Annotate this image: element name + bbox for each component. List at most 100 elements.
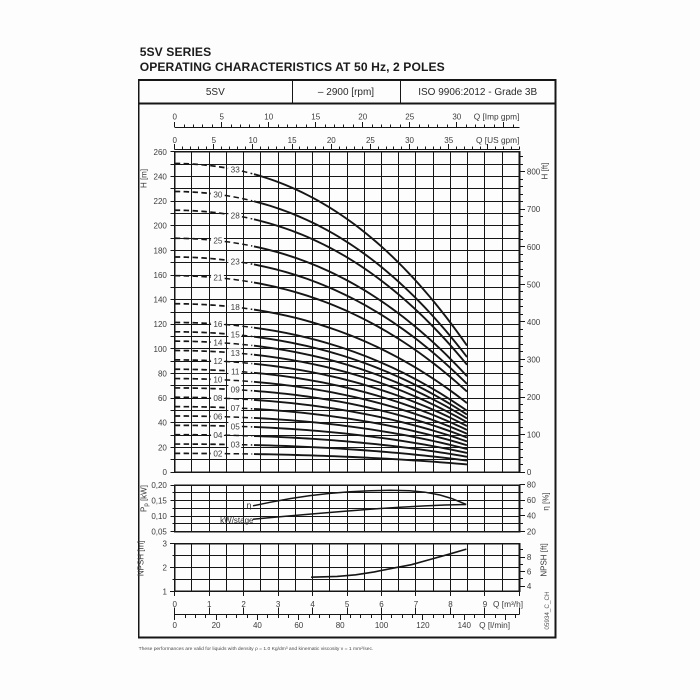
- svg-text:08: 08: [213, 394, 223, 403]
- svg-text:400: 400: [527, 318, 541, 327]
- svg-text:3: 3: [162, 540, 167, 549]
- svg-text:30: 30: [405, 136, 414, 145]
- svg-text:500: 500: [527, 280, 541, 289]
- svg-text:28: 28: [231, 211, 241, 220]
- svg-text:Q [m³/h]: Q [m³/h]: [493, 599, 523, 609]
- svg-text:0: 0: [172, 136, 177, 145]
- svg-text:25: 25: [213, 237, 223, 246]
- svg-text:11: 11: [231, 367, 240, 376]
- svg-text:2: 2: [162, 564, 167, 573]
- svg-text:35: 35: [444, 136, 453, 145]
- svg-text:0: 0: [172, 621, 177, 630]
- svg-text:13: 13: [231, 349, 241, 358]
- svg-text:H [ft]: H [ft]: [541, 163, 550, 180]
- svg-text:1: 1: [162, 587, 167, 596]
- svg-text:60: 60: [527, 496, 536, 505]
- svg-text:0,05: 0,05: [151, 528, 167, 537]
- svg-text:η [%]: η [%]: [542, 492, 551, 510]
- svg-text:240: 240: [154, 172, 168, 181]
- svg-text:7: 7: [414, 600, 419, 609]
- svg-text:800: 800: [527, 168, 541, 177]
- svg-text:30: 30: [213, 190, 223, 199]
- svg-text:15: 15: [311, 112, 320, 121]
- svg-text:10: 10: [249, 136, 258, 145]
- svg-text:6: 6: [527, 568, 532, 577]
- svg-text:Q [Imp gpm]: Q [Imp gpm]: [474, 111, 520, 121]
- svg-text:5: 5: [219, 112, 224, 121]
- svg-text:05: 05: [231, 422, 241, 431]
- svg-text:9: 9: [483, 600, 488, 609]
- svg-text:Q [l/min]: Q [l/min]: [479, 620, 510, 630]
- svg-text:100: 100: [527, 430, 541, 439]
- svg-text:OPERATING CHARACTERISTICS AT 5: OPERATING CHARACTERISTICS AT 50 Hz, 2 PO…: [140, 60, 445, 74]
- svg-text:25: 25: [405, 112, 414, 121]
- svg-text:14: 14: [213, 339, 223, 348]
- svg-text:260: 260: [154, 148, 168, 157]
- svg-text:140: 140: [458, 621, 472, 630]
- svg-text:20: 20: [212, 621, 221, 630]
- svg-text:15: 15: [231, 331, 241, 340]
- svg-text:4: 4: [310, 600, 315, 609]
- svg-text:05934_C_CH: 05934_C_CH: [544, 591, 551, 630]
- svg-text:η: η: [247, 500, 252, 510]
- svg-text:8: 8: [448, 600, 453, 609]
- svg-text:0,10: 0,10: [151, 512, 167, 521]
- svg-text:16: 16: [213, 320, 223, 329]
- svg-text:80: 80: [336, 621, 345, 630]
- svg-text:140: 140: [154, 296, 168, 305]
- svg-text:40: 40: [527, 512, 536, 521]
- svg-text:80: 80: [527, 481, 536, 490]
- svg-text:2: 2: [241, 600, 246, 609]
- svg-text:21: 21: [213, 274, 223, 283]
- svg-text:– 2900 [rpm]: – 2900 [rpm]: [318, 87, 374, 98]
- svg-text:23: 23: [231, 257, 241, 266]
- svg-text:04: 04: [213, 431, 223, 440]
- svg-text:5SV SERIES: 5SV SERIES: [140, 45, 212, 59]
- svg-text:10: 10: [213, 376, 223, 385]
- svg-text:kW/stage: kW/stage: [220, 516, 254, 525]
- svg-text:5: 5: [345, 600, 350, 609]
- svg-text:These performances are valid f: These performances are valid for liquids…: [139, 646, 374, 652]
- svg-text:10: 10: [264, 112, 273, 121]
- svg-text:33: 33: [231, 166, 241, 175]
- svg-text:100: 100: [154, 345, 168, 354]
- svg-text:20: 20: [327, 136, 336, 145]
- svg-text:3: 3: [276, 600, 281, 609]
- svg-text:0: 0: [527, 468, 532, 477]
- svg-text:18: 18: [231, 303, 241, 312]
- svg-text:180: 180: [154, 246, 168, 255]
- svg-text:H [m]: H [m]: [140, 169, 149, 188]
- svg-text:NPSH [ft]: NPSH [ft]: [540, 543, 549, 576]
- svg-text:15: 15: [288, 136, 297, 145]
- svg-text:600: 600: [527, 243, 541, 252]
- svg-text:0,20: 0,20: [151, 481, 167, 490]
- svg-text:5SV: 5SV: [206, 87, 225, 98]
- svg-text:12: 12: [213, 357, 223, 366]
- svg-text:300: 300: [527, 355, 541, 364]
- svg-text:40: 40: [253, 621, 262, 630]
- svg-text:200: 200: [527, 393, 541, 402]
- svg-text:5: 5: [212, 136, 217, 145]
- svg-text:07: 07: [231, 404, 241, 413]
- svg-text:220: 220: [154, 197, 168, 206]
- svg-text:20: 20: [158, 443, 167, 452]
- svg-text:20: 20: [527, 527, 536, 536]
- svg-text:60: 60: [294, 621, 303, 630]
- svg-text:NPSH [m]: NPSH [m]: [137, 541, 146, 577]
- svg-text:100: 100: [375, 621, 389, 630]
- svg-text:6: 6: [379, 600, 384, 609]
- svg-text:4: 4: [527, 582, 532, 591]
- svg-text:200: 200: [154, 222, 168, 231]
- svg-text:ISO 9906:2012 - Grade 3B: ISO 9906:2012 - Grade 3B: [418, 87, 537, 98]
- svg-text:20: 20: [358, 112, 367, 121]
- svg-text:30: 30: [452, 112, 461, 121]
- svg-text:0: 0: [172, 600, 177, 609]
- svg-text:0: 0: [162, 468, 167, 477]
- svg-text:06: 06: [213, 413, 223, 422]
- svg-text:120: 120: [154, 320, 168, 329]
- svg-text:1: 1: [207, 600, 212, 609]
- svg-text:25: 25: [366, 136, 375, 145]
- svg-text:40: 40: [158, 419, 167, 428]
- svg-text:120: 120: [416, 621, 430, 630]
- svg-text:60: 60: [158, 394, 167, 403]
